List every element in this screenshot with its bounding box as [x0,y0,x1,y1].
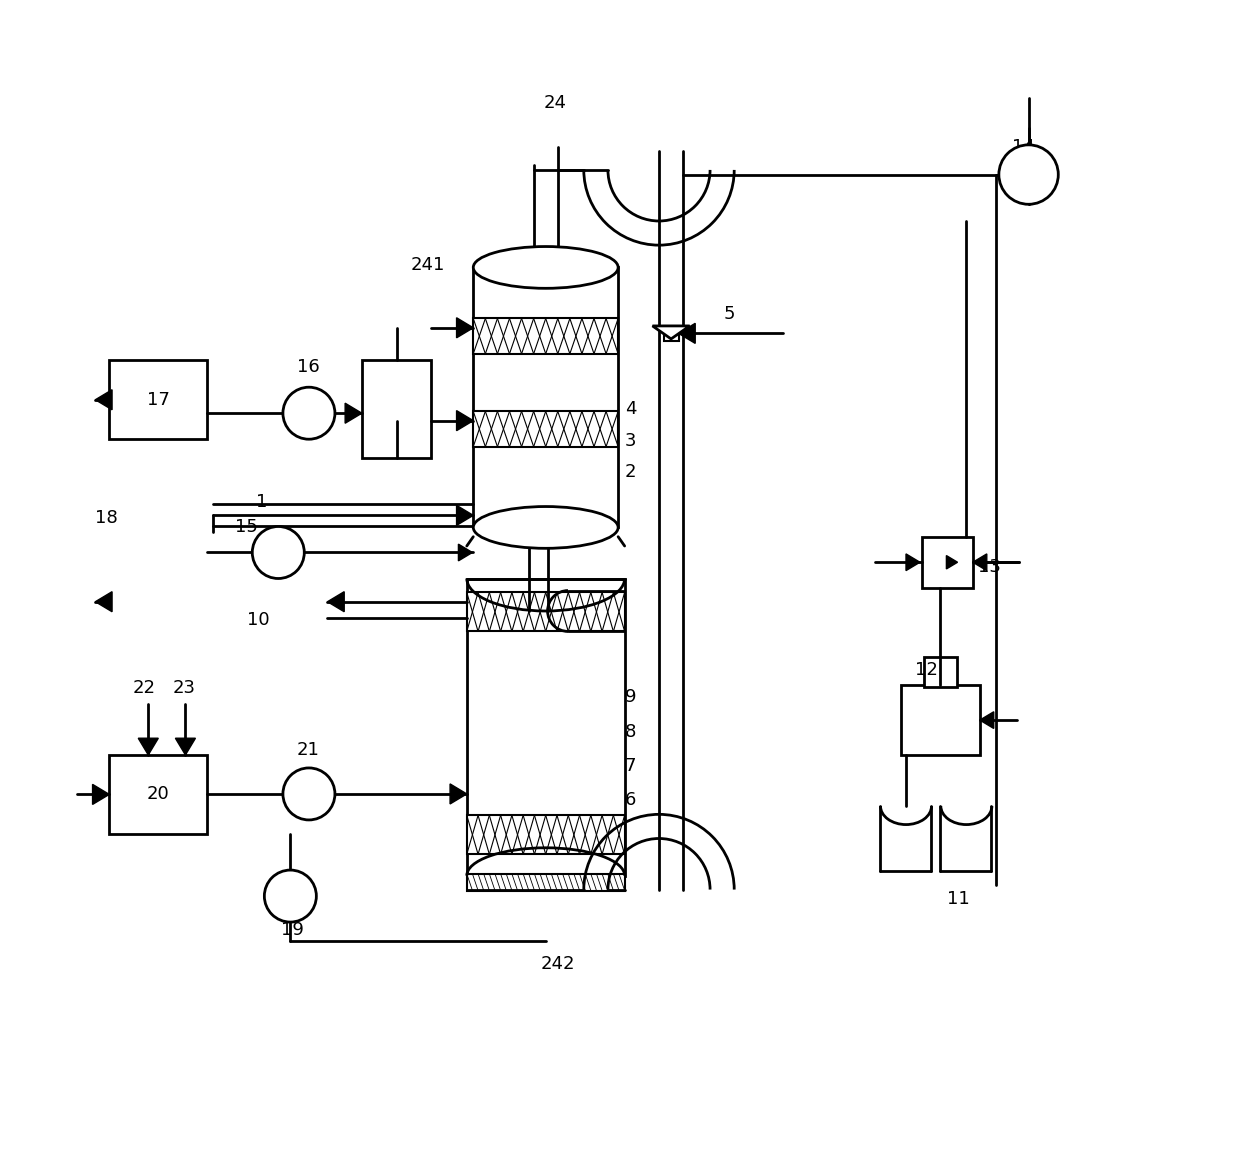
Ellipse shape [474,507,619,548]
Polygon shape [138,738,159,754]
Polygon shape [973,554,987,570]
Polygon shape [93,784,109,804]
Bar [474,318,619,354]
Text: 18: 18 [95,509,118,528]
Text: 19: 19 [281,921,304,938]
Text: 16: 16 [296,358,320,376]
Polygon shape [906,554,920,570]
Polygon shape [456,411,474,430]
Bar [466,592,625,632]
Polygon shape [456,318,474,338]
Polygon shape [678,323,696,344]
Circle shape [283,768,335,820]
Text: 24: 24 [544,94,567,112]
Text: 6: 6 [625,790,636,809]
Text: 12: 12 [915,661,939,678]
Polygon shape [95,591,112,612]
Text: 242: 242 [541,955,575,973]
Bar [901,685,980,754]
Bar [663,326,678,341]
Polygon shape [946,555,957,569]
Bar [921,537,973,588]
Text: 4: 4 [625,400,636,419]
Text: 20: 20 [146,786,170,803]
Text: 21: 21 [296,742,320,759]
Bar [474,267,619,528]
Text: 5: 5 [724,304,735,323]
Text: 9: 9 [625,688,636,707]
Bar [109,754,207,834]
Text: 7: 7 [625,757,636,775]
Circle shape [999,145,1058,205]
Text: 241: 241 [412,256,445,274]
Bar [466,578,625,876]
Text: 17: 17 [146,391,170,408]
Bar [362,360,432,458]
Polygon shape [345,403,362,423]
Ellipse shape [474,246,619,288]
Text: 2: 2 [625,463,636,480]
Text: 13: 13 [977,559,1001,576]
Polygon shape [327,591,345,612]
Polygon shape [450,784,466,804]
Text: 14: 14 [1012,138,1034,156]
Text: 10: 10 [247,611,269,629]
Bar [466,816,625,854]
Bar [474,412,619,447]
Bar [924,657,956,687]
Polygon shape [175,738,196,754]
Bar [466,874,625,891]
Text: 23: 23 [172,679,196,697]
Polygon shape [980,712,993,729]
Polygon shape [95,390,112,410]
Text: 11: 11 [947,890,970,908]
Text: 15: 15 [234,518,258,537]
Text: 8: 8 [625,723,636,740]
Polygon shape [456,506,474,525]
Bar [109,360,207,440]
Polygon shape [652,326,689,339]
Circle shape [252,526,304,578]
Text: 3: 3 [625,432,636,450]
Circle shape [283,388,335,440]
Polygon shape [459,544,472,561]
Text: 1: 1 [255,493,268,511]
Text: 22: 22 [133,679,155,697]
Circle shape [264,870,316,922]
